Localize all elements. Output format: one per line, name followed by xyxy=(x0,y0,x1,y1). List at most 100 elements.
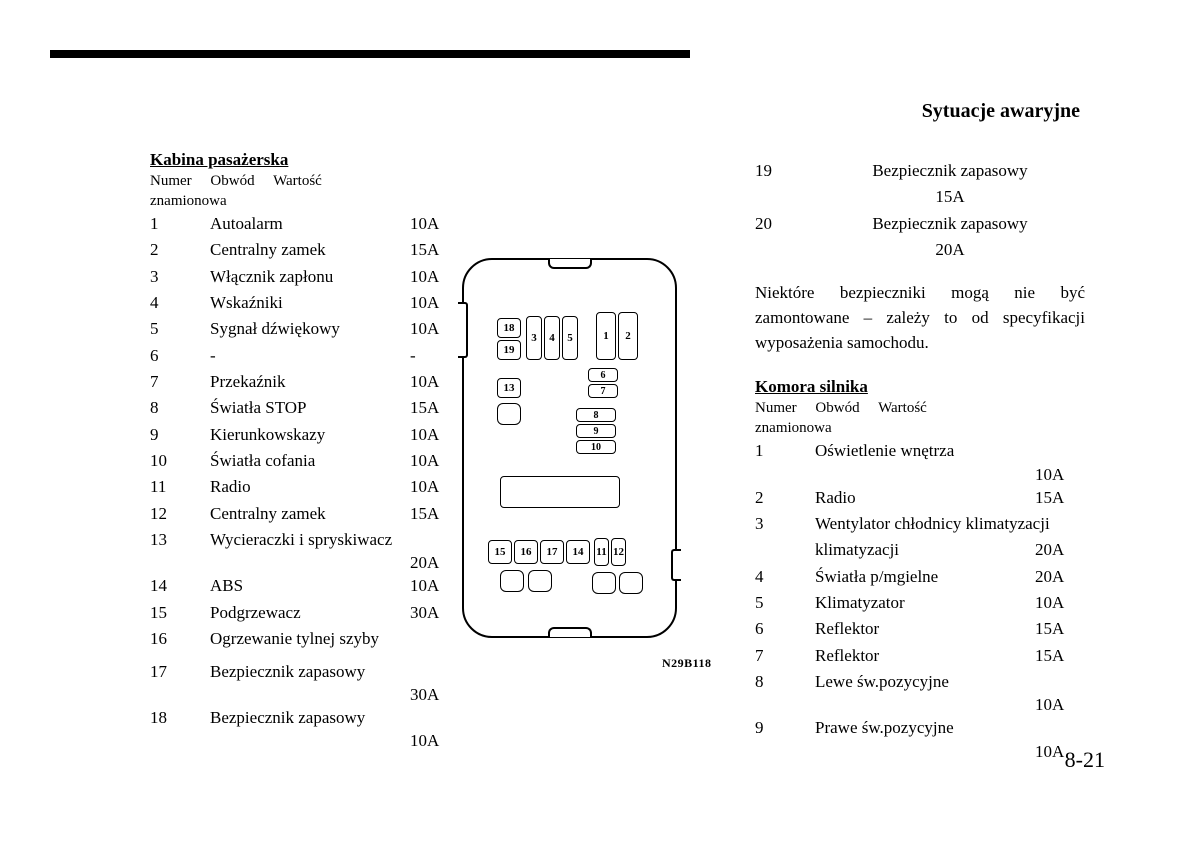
hdr-numer: Numer xyxy=(150,173,192,189)
table-row: 1Oświetlenie wnętrza xyxy=(755,438,1085,464)
cell-val: 10A xyxy=(1035,465,1085,485)
hdr-numer: Numer xyxy=(755,400,797,416)
cell-circ: Kierunkowskazy xyxy=(210,422,410,448)
cell-num: 1 xyxy=(755,438,815,464)
cell-circ: Bezpiecznik zapasowy xyxy=(210,705,460,731)
cell-circ: Autoalarm xyxy=(210,211,410,237)
cell-circ: Podgrzewacz xyxy=(210,600,410,626)
table-row: 9Prawe św.pozycyjne xyxy=(755,715,1085,741)
cell-num: 2 xyxy=(755,485,815,511)
cell-val: 15A xyxy=(1035,616,1085,642)
fuse-cell-4: 4 xyxy=(544,316,560,360)
cell-circ: Przekaźnik xyxy=(210,369,410,395)
cell-val: 15A xyxy=(1035,485,1085,511)
cell-num: 8 xyxy=(755,669,815,695)
fuse-cell-9: 9 xyxy=(576,424,616,438)
table-row: 3Włącznik zapłonu10A xyxy=(150,264,460,290)
fuse-blank xyxy=(497,403,521,425)
fuse-cell-13: 13 xyxy=(497,378,521,398)
cell-val: 15A xyxy=(1035,643,1085,669)
cell-num: 9 xyxy=(755,715,815,741)
fusebox-tab-top xyxy=(548,259,592,269)
cell-val: 30A xyxy=(410,600,460,626)
fusebox-relay-slot xyxy=(500,476,620,508)
cell-circ: Radio xyxy=(210,474,410,500)
cell-circ: Centralny zamek xyxy=(210,501,410,527)
cell-num: 6 xyxy=(150,343,210,369)
cell-circ: Lewe św.pozycyjne xyxy=(815,669,1085,695)
table-row: 8Światła STOP15A xyxy=(150,395,460,421)
cell-num: 6 xyxy=(755,616,815,642)
table-row: 7Reflektor15A xyxy=(755,643,1085,669)
cell-num: 4 xyxy=(755,564,815,590)
cell-val: 15A xyxy=(410,395,460,421)
table-row: 7Przekaźnik10A xyxy=(150,369,460,395)
cell-val: 15A xyxy=(410,237,460,263)
cell-val: 10A xyxy=(410,474,460,500)
table-row-val: 15A xyxy=(755,184,1085,210)
fuse-cell-15: 15 xyxy=(488,540,512,564)
fuse-cell-14: 14 xyxy=(566,540,590,564)
table-row: 5Sygnał dźwiękowy10A xyxy=(150,316,460,342)
cell-circ: Światła STOP xyxy=(210,395,410,421)
cell-num: 10 xyxy=(150,448,210,474)
table-row-val: 20A xyxy=(755,237,1085,263)
fuse-cell-3: 3 xyxy=(526,316,542,360)
table-row: 16Ogrzewanie tylnej szyby xyxy=(150,626,460,652)
cell-num: 7 xyxy=(755,643,815,669)
page-title: Sytuacje awaryjne xyxy=(922,100,1080,123)
cell-circ: Sygnał dźwiękowy xyxy=(210,316,410,342)
cell-circ: Wskaźniki xyxy=(210,290,410,316)
cell-circ: Reflektor xyxy=(815,616,1035,642)
cell-val: 10A xyxy=(410,448,460,474)
cell-num: 17 xyxy=(150,659,210,685)
cell-circ: Klimatyzator xyxy=(815,590,1035,616)
cell-circ: Bezpiecznik zapasowy xyxy=(210,659,460,685)
cell-num: 13 xyxy=(150,527,210,553)
hdr-wartosc: Wartość xyxy=(273,173,322,189)
cell-circ: ABS xyxy=(210,573,410,599)
cell-num: 1 xyxy=(150,211,210,237)
table-row: 2Radio15A xyxy=(755,485,1085,511)
page-number: 8-21 xyxy=(1065,747,1105,773)
table-row: 13Wycieraczki i spryskiwacz xyxy=(150,527,460,553)
cell-val: 20A xyxy=(410,553,460,573)
cell-circ: Radio xyxy=(815,485,1035,511)
fuse-cell-6: 6 xyxy=(588,368,618,382)
cell-val: 10A xyxy=(410,316,460,342)
table-row: 1Autoalarm10A xyxy=(150,211,460,237)
fuse-cell-7: 7 xyxy=(588,384,618,398)
diagram-id: N29B118 xyxy=(662,656,712,671)
table-row: 17Bezpiecznik zapasowy xyxy=(150,659,460,685)
table-row-val: 20A xyxy=(150,553,460,573)
cell-num: 3 xyxy=(150,264,210,290)
table-row: 2Centralny zamek15A xyxy=(150,237,460,263)
hdr-obwod: Obwód xyxy=(815,400,859,416)
table-row: 9Kierunkowskazy10A xyxy=(150,422,460,448)
cell-num: 8 xyxy=(150,395,210,421)
engine-title: Komora silnika xyxy=(755,377,1085,397)
fuse-cell-8: 8 xyxy=(576,408,616,422)
cell-num: 9 xyxy=(150,422,210,448)
cell-circ: Prawe św.pozycyjne xyxy=(815,715,1085,741)
table-row: 12Centralny zamek15A xyxy=(150,501,460,527)
fusebox-notch-left xyxy=(458,302,468,358)
cell-val: 20A xyxy=(815,237,1085,263)
cell-circ: Reflektor xyxy=(815,643,1035,669)
cell-val: 10A xyxy=(410,369,460,395)
cell-num: 5 xyxy=(755,590,815,616)
fuse-blank xyxy=(619,572,643,594)
fuse-cell-11: 11 xyxy=(594,538,609,566)
fusebox-outline: 18193451213678910151617141112 xyxy=(462,258,677,638)
table-row-val: 10A xyxy=(755,695,1085,715)
fusebox-notch-right xyxy=(671,549,681,581)
cell-val: 20A xyxy=(1035,537,1085,563)
cell-circ: Bezpiecznik zapasowy xyxy=(815,158,1085,184)
cell-num: 5 xyxy=(150,316,210,342)
cell-num: 14 xyxy=(150,573,210,599)
cell-circ: Ogrzewanie tylnej szyby xyxy=(210,626,460,652)
cell-val: 10A xyxy=(410,573,460,599)
cell-val: 10A xyxy=(410,290,460,316)
table-row: 6Reflektor15A xyxy=(755,616,1085,642)
fuse-cell-10: 10 xyxy=(576,440,616,454)
